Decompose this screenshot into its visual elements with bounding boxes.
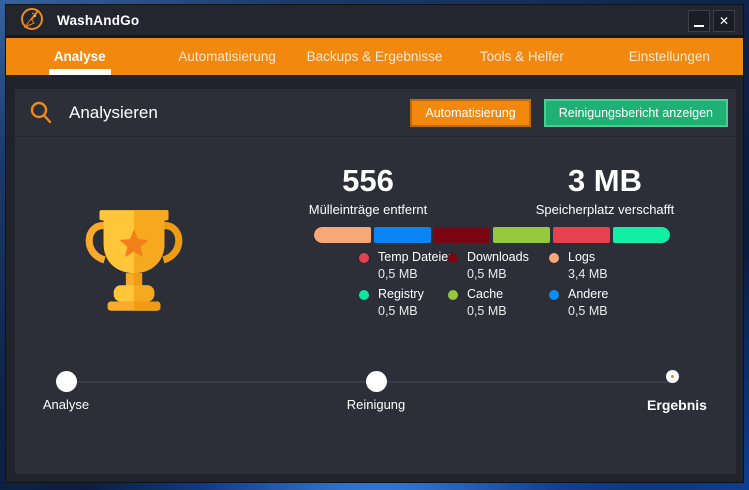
active-tab-indicator (48, 69, 111, 75)
tab-analyse[interactable]: Analyse (6, 38, 153, 75)
tab-tools-helfer[interactable]: Tools & Helfer (448, 38, 595, 75)
bar-segment-temp-dateien (553, 227, 611, 243)
legend-item-andere: Andere 0,5 MB (549, 286, 608, 320)
legend-item-temp-dateien: Temp Dateien 0,5 MB (359, 249, 455, 283)
minimize-icon (694, 24, 704, 27)
app-title: WashAndGo (57, 12, 140, 28)
bar-segment-andere (373, 227, 431, 243)
legend-value: 0,5 MB (467, 267, 507, 281)
legend-label: Logs (568, 250, 596, 264)
stat-space-value: 3 MB (567, 163, 643, 198)
legend-value: 3,4 MB (568, 267, 608, 281)
step-label-reinigung: Reinigung (346, 397, 406, 412)
legend-label: Andere (568, 287, 609, 301)
tab-automatisierung[interactable]: Automatisierung (153, 38, 300, 75)
legend-dot-downloads (448, 253, 458, 263)
stat-entries-removed: 556 Mülleinträge entfernt (268, 163, 468, 217)
legend-dot-logs (549, 253, 559, 263)
legend-label: Registry (378, 287, 424, 301)
legend-dot-cache (448, 290, 458, 300)
legend-label: Temp Dateien (378, 250, 456, 264)
legend-label: Cache (467, 287, 504, 301)
legend-item-registry: Registry 0,5 MB (359, 286, 424, 320)
tab-automatisierung-label: Automatisierung (178, 49, 276, 64)
stat-entries-caption: Mülleinträge entfernt (308, 202, 428, 217)
legend-value: 0,5 MB (568, 304, 608, 318)
stat-space-freed: 3 MB Speicherplatz verschafft (505, 163, 705, 217)
legend-item-logs: Logs 3,4 MB (549, 249, 608, 283)
legend-label: Downloads (467, 250, 529, 264)
content-panel: Analysieren Automatisierung Reinigungsbe… (15, 89, 736, 474)
step-circle-analyse[interactable] (56, 371, 77, 392)
legend-dot-andere (549, 290, 559, 300)
legend-dot-temp-dateien (359, 253, 369, 263)
step-circle-ergebnis[interactable] (666, 370, 679, 383)
automation-button[interactable]: Automatisierung (410, 98, 531, 127)
tab-tools-helfer-label: Tools & Helfer (479, 49, 564, 64)
legend-item-downloads: Downloads 0,5 MB (448, 249, 529, 283)
legend-value: 0,5 MB (378, 267, 418, 281)
page-title: Analysieren (69, 102, 158, 122)
step-label-ergebnis: Ergebnis (647, 397, 707, 413)
bar-segment-logs (314, 227, 371, 243)
main-nav: Analyse Automatisierung Backups & Ergebn… (6, 38, 743, 75)
legend-item-cache: Cache 0,5 MB (448, 286, 507, 320)
close-button[interactable]: ✕ (713, 10, 735, 32)
panel-header: Analysieren Automatisierung Reinigungsbe… (15, 89, 736, 137)
result-area: 556 Mülleinträge entfernt 3 MB Speicherp… (15, 137, 736, 473)
bar-segment-registry (613, 227, 670, 243)
tab-analyse-label: Analyse (53, 49, 106, 64)
bar-segment-cache (493, 227, 551, 243)
bar-segment-downloads (433, 227, 491, 243)
show-cleaning-report-button[interactable]: Reinigungsbericht anzeigen (543, 98, 728, 127)
category-stacked-bar (314, 227, 670, 243)
tab-backups-ergebnisse[interactable]: Backups & Ergebnisse (301, 38, 448, 75)
app-logo-icon (19, 7, 45, 33)
app-window: WashAndGo ✕ Analyse Automatisierung Back… (5, 4, 744, 483)
legend-value: 0,5 MB (467, 304, 507, 318)
stat-entries-value: 556 (342, 163, 394, 198)
stat-space-caption: Speicherplatz verschafft (535, 202, 675, 217)
tab-backups-ergebnisse-label: Backups & Ergebnisse (306, 49, 443, 64)
step-label-analyse: Analyse (42, 397, 90, 412)
trophy-icon (73, 199, 195, 336)
tab-einstellungen[interactable]: Einstellungen (596, 38, 743, 75)
legend-dot-registry (359, 290, 369, 300)
minimize-button[interactable] (688, 10, 710, 32)
search-icon (29, 100, 54, 126)
step-circle-reinigung[interactable] (366, 371, 387, 392)
legend-value: 0,5 MB (378, 304, 418, 318)
tab-einstellungen-label: Einstellungen (628, 49, 710, 64)
titlebar-drag-handle[interactable]: WashAndGo ✕ (6, 5, 743, 38)
close-icon: ✕ (718, 14, 730, 28)
